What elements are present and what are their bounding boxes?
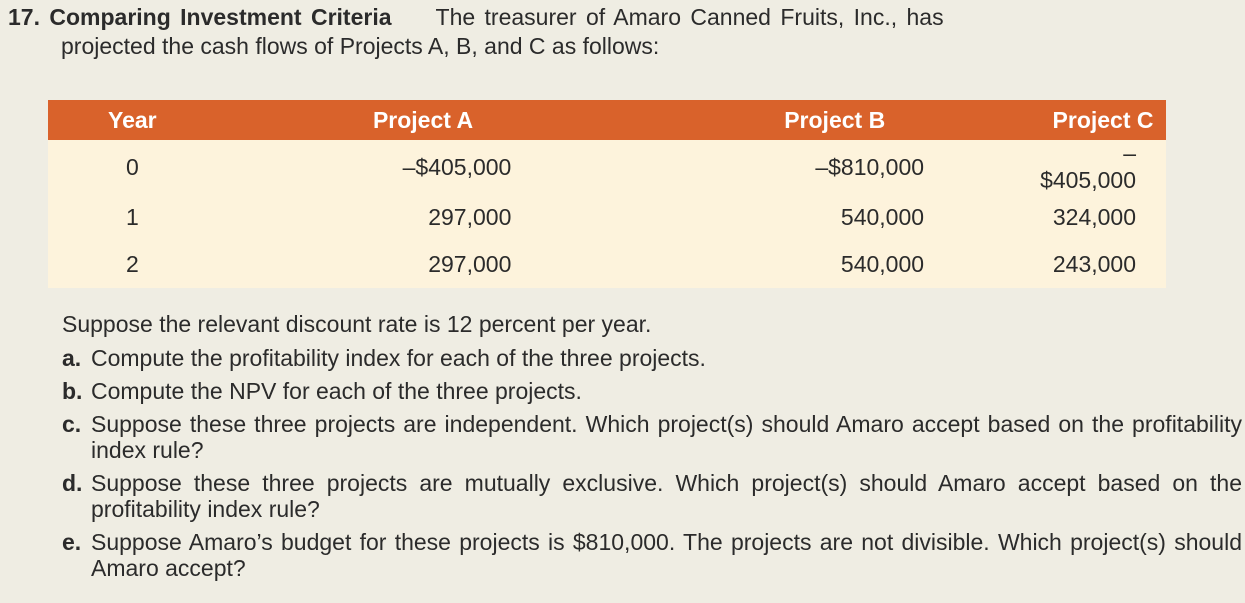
cell-project-a: 297,000 — [428, 251, 512, 277]
cell-project-c: 324,000 — [1052, 204, 1136, 230]
cell-year: 0 — [125, 153, 139, 180]
question-letter: c. — [62, 411, 82, 437]
table-row: 2 297,000 540,000 243,000 — [48, 241, 1166, 288]
question-text: Suppose these three projects are mutuall… — [91, 470, 1242, 522]
problem-intro-line2: projected the cash flows of Projects A, … — [61, 33, 660, 59]
problem-number-title: 17. Comparing Investment Criteria — [8, 4, 392, 30]
cell-year: 1 — [125, 204, 139, 230]
discount-rate-statement: Suppose the relevant discount rate is 12… — [62, 311, 652, 337]
table-header-row: Year Project A Project B Project C — [48, 100, 1166, 140]
question-letter: a. — [62, 345, 82, 371]
cell-project-c: 243,000 — [1052, 251, 1136, 277]
question-text: Suppose Amaro’s budget for these project… — [91, 529, 1242, 581]
question-d: d. Suppose these three projects are mutu… — [62, 470, 1242, 522]
table-body: 0 –$405,000 –$810,000 –$405,000 1 297,00… — [48, 140, 1166, 288]
question-e: e. Suppose Amaro’s budget for these proj… — [62, 529, 1242, 581]
header-project-b: Project B — [784, 106, 886, 133]
table-header: Year Project A Project B Project C — [48, 100, 1166, 140]
problem-header-line1: 17. Comparing Investment Criteria The tre… — [8, 3, 1238, 32]
question-text: Compute the profitability index for each… — [91, 345, 706, 371]
cell-project-a: –$405,000 — [402, 153, 512, 180]
problem-title: Comparing Investment Criteria — [49, 4, 392, 30]
question-list: a. Compute the profitability index for e… — [62, 345, 1242, 581]
header-year: Year — [108, 106, 157, 133]
question-text: Compute the NPV for each of the three pr… — [91, 378, 582, 404]
problem-intro-line1: The treasurer of Amaro Canned Fruits, In… — [435, 4, 944, 30]
question-letter: b. — [62, 378, 83, 404]
header-project-a: Project A — [372, 106, 474, 133]
question-c: c. Suppose these three projects are inde… — [62, 411, 1242, 463]
question-a: a. Compute the profitability index for e… — [62, 345, 1242, 371]
cell-project-a: 297,000 — [428, 204, 512, 230]
header-project-c: Project C — [1052, 106, 1154, 133]
cell-year: 2 — [125, 251, 139, 277]
question-letter: d. — [62, 470, 83, 496]
question-text: Suppose these three projects are indepen… — [91, 411, 1242, 463]
questions-section: Suppose the relevant discount rate is 12… — [62, 311, 1242, 588]
cell-project-b: 540,000 — [840, 251, 925, 277]
table-row: 1 297,000 540,000 324,000 — [48, 194, 1166, 241]
problem-number: 17. — [8, 4, 40, 30]
cell-project-c: –$405,000 — [1040, 140, 1136, 193]
question-b: b. Compute the NPV for each of the three… — [62, 378, 1242, 404]
table-row: 0 –$405,000 –$810,000 –$405,000 — [48, 140, 1166, 194]
problem-header: 17. Comparing Investment Criteria The tre… — [8, 3, 1238, 61]
cell-project-b: 540,000 — [840, 204, 925, 230]
question-letter: e. — [62, 529, 82, 555]
cell-project-b: –$810,000 — [815, 153, 925, 180]
cash-flow-table: Year Project A Project B Project C 0 –$4… — [48, 100, 1166, 288]
